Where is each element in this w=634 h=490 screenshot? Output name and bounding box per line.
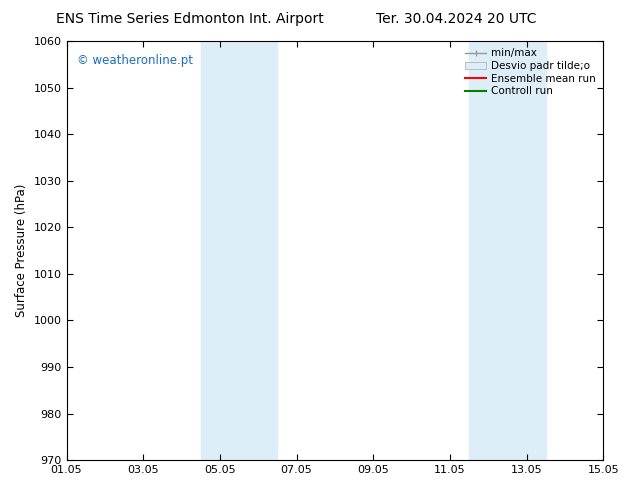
Y-axis label: Surface Pressure (hPa): Surface Pressure (hPa) [15, 184, 28, 318]
Legend: min/max, Desvio padr tilde;o, Ensemble mean run, Controll run: min/max, Desvio padr tilde;o, Ensemble m… [463, 46, 598, 98]
Text: © weatheronline.pt: © weatheronline.pt [77, 53, 193, 67]
Bar [469, 41, 546, 460]
Bar [201, 41, 277, 460]
Text: ENS Time Series Edmonton Int. Airport: ENS Time Series Edmonton Int. Airport [56, 12, 324, 26]
Text: Ter. 30.04.2024 20 UTC: Ter. 30.04.2024 20 UTC [376, 12, 537, 26]
